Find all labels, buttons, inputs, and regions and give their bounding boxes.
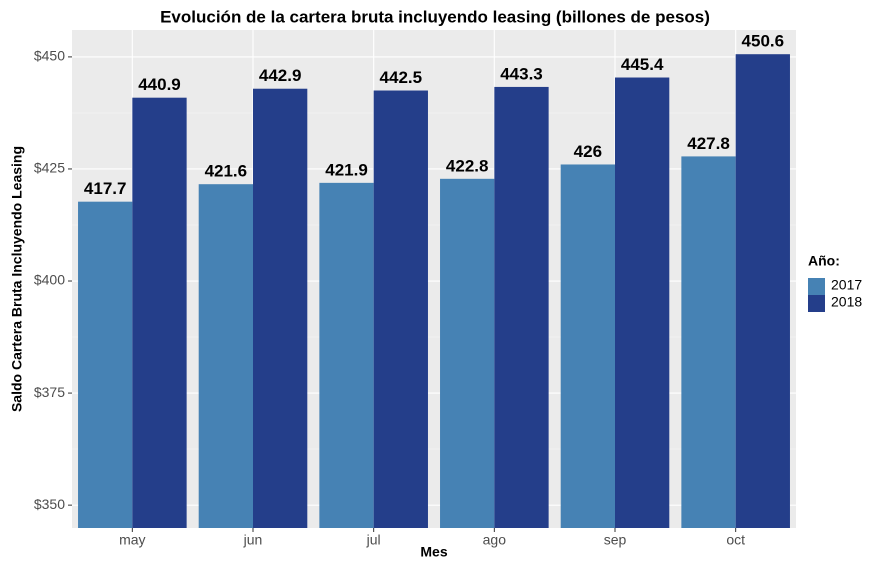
bar — [253, 88, 308, 529]
y-tick-label: $450 — [34, 48, 65, 64]
data-label: 421.6 — [205, 162, 248, 181]
bar — [560, 164, 615, 528]
data-label: 445.4 — [621, 55, 664, 74]
legend-key — [808, 295, 825, 312]
bar — [440, 178, 495, 529]
bar — [615, 77, 670, 529]
y-tick-label: $375 — [34, 384, 65, 400]
x-tick-label: oct — [726, 532, 745, 548]
x-tick-label: jun — [243, 532, 263, 548]
x-axis-title: Mes — [420, 544, 447, 560]
y-tick-label: $425 — [34, 160, 65, 176]
bar — [681, 156, 736, 529]
bar — [373, 90, 428, 528]
bar — [132, 97, 187, 528]
legend-title: Año: — [808, 253, 840, 269]
data-label: 421.9 — [325, 160, 368, 179]
x-tick-label: ago — [483, 532, 507, 548]
y-axis-title: Saldo Cartera Bruta Incluyendo Leasing — [9, 146, 25, 412]
bar — [198, 184, 253, 528]
bar — [78, 201, 133, 528]
data-label: 442.9 — [259, 66, 302, 85]
data-label: 442.5 — [380, 68, 423, 87]
legend-key — [808, 278, 825, 295]
data-label: 427.8 — [687, 134, 730, 153]
legend-label: 2017 — [831, 277, 862, 293]
x-tick-label: may — [119, 532, 145, 548]
y-tick-label: $400 — [34, 272, 65, 288]
bar — [735, 54, 790, 528]
data-label: 426 — [574, 142, 602, 161]
data-label: 422.8 — [446, 156, 489, 175]
x-tick-label: sep — [604, 532, 627, 548]
chart-title: Evolución de la cartera bruta incluyendo… — [160, 7, 710, 26]
x-tick-label: jul — [366, 532, 381, 548]
data-label: 417.7 — [84, 179, 127, 198]
legend-label: 2018 — [831, 294, 862, 310]
bar — [494, 86, 549, 528]
bar — [319, 182, 374, 528]
data-label: 450.6 — [742, 32, 785, 51]
data-label: 443.3 — [500, 64, 543, 83]
y-tick-label: $350 — [34, 496, 65, 512]
data-label: 440.9 — [138, 75, 181, 94]
